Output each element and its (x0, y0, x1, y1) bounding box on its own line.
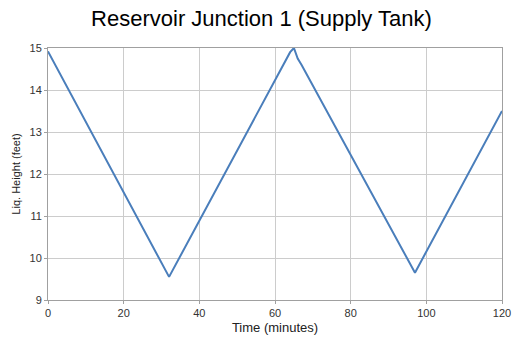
svg-text:14: 14 (30, 84, 42, 96)
svg-text:Reservoir Junction 1 (Supply T: Reservoir Junction 1 (Supply Tank) (91, 6, 432, 31)
svg-text:100: 100 (417, 307, 435, 319)
svg-text:13: 13 (30, 126, 42, 138)
svg-text:80: 80 (345, 307, 357, 319)
svg-text:11: 11 (30, 210, 41, 222)
svg-text:Time (minutes): Time (minutes) (232, 320, 318, 335)
svg-text:40: 40 (193, 307, 205, 319)
svg-text:15: 15 (30, 42, 42, 54)
svg-text:12: 12 (30, 168, 42, 180)
svg-text:20: 20 (118, 307, 130, 319)
svg-text:0: 0 (45, 307, 51, 319)
svg-text:9: 9 (36, 294, 42, 306)
svg-text:120: 120 (493, 307, 511, 319)
svg-text:60: 60 (269, 307, 281, 319)
svg-text:10: 10 (30, 252, 42, 264)
svg-text:Liq. Height (feet): Liq. Height (feet) (10, 133, 22, 214)
